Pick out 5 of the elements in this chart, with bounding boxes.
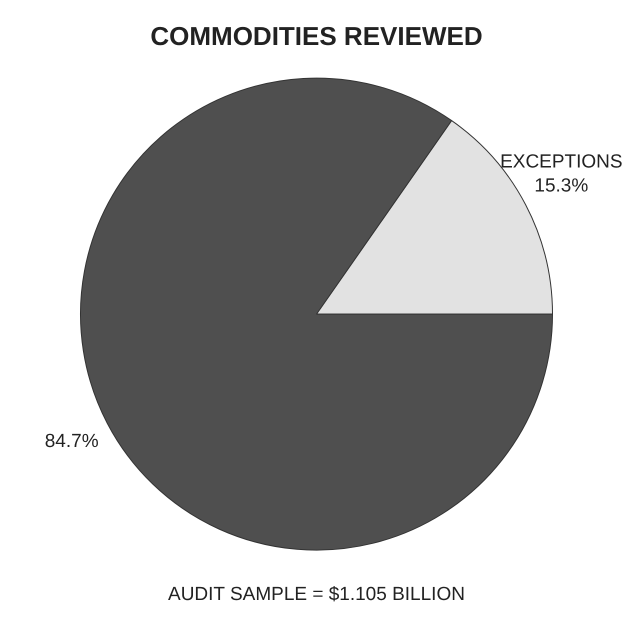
slice-label: EXCEPTIONS bbox=[500, 152, 623, 173]
data-label: 84.7% bbox=[44, 431, 99, 452]
data-label: 15.3% bbox=[534, 176, 588, 197]
text: AUDIT SAMPLE = $1.105 BILLION bbox=[168, 584, 465, 606]
chart-title: COMMODITIES REVIEWED bbox=[150, 20, 483, 51]
